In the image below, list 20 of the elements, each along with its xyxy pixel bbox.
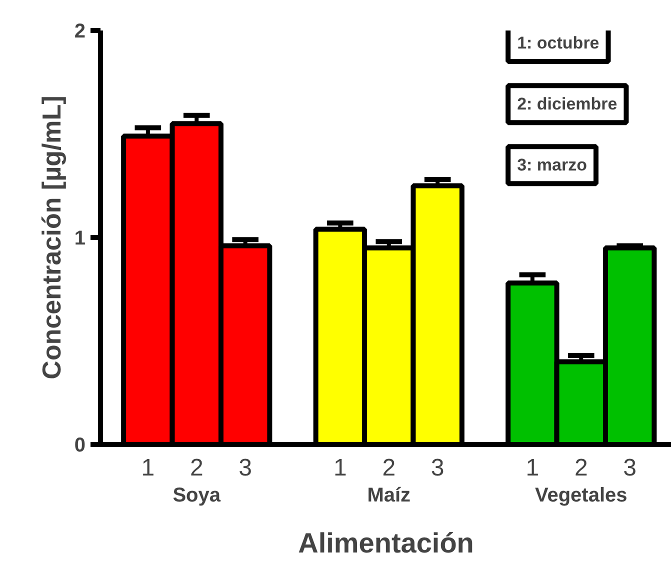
y-tick-label: 1 bbox=[74, 228, 86, 250]
x-tick-label: Vegetales bbox=[534, 484, 628, 506]
series-label: 3 bbox=[238, 454, 252, 482]
text: 2 bbox=[382, 454, 396, 482]
text: 1 bbox=[334, 454, 347, 482]
y-tick-label: 0 bbox=[74, 434, 86, 456]
series-label: 2 bbox=[190, 454, 204, 482]
text: 3 bbox=[430, 454, 444, 482]
annotation: 1: octubre bbox=[517, 34, 600, 53]
y-tick-label: 2 bbox=[74, 20, 86, 42]
text: 1 bbox=[526, 454, 540, 482]
y-axis-title: Concentración [µg/mL] bbox=[36, 96, 66, 380]
text: 2 bbox=[574, 454, 588, 482]
x-tick-label: Soya bbox=[172, 484, 222, 506]
x-axis-title: Alimentación bbox=[298, 528, 474, 558]
annotation: 2: diciembre bbox=[517, 94, 618, 114]
text: 3 bbox=[623, 454, 637, 482]
series-label: 1 bbox=[141, 454, 155, 482]
x-tick-label: Maíz bbox=[367, 484, 411, 506]
annotation: 3: marzo bbox=[517, 156, 588, 175]
